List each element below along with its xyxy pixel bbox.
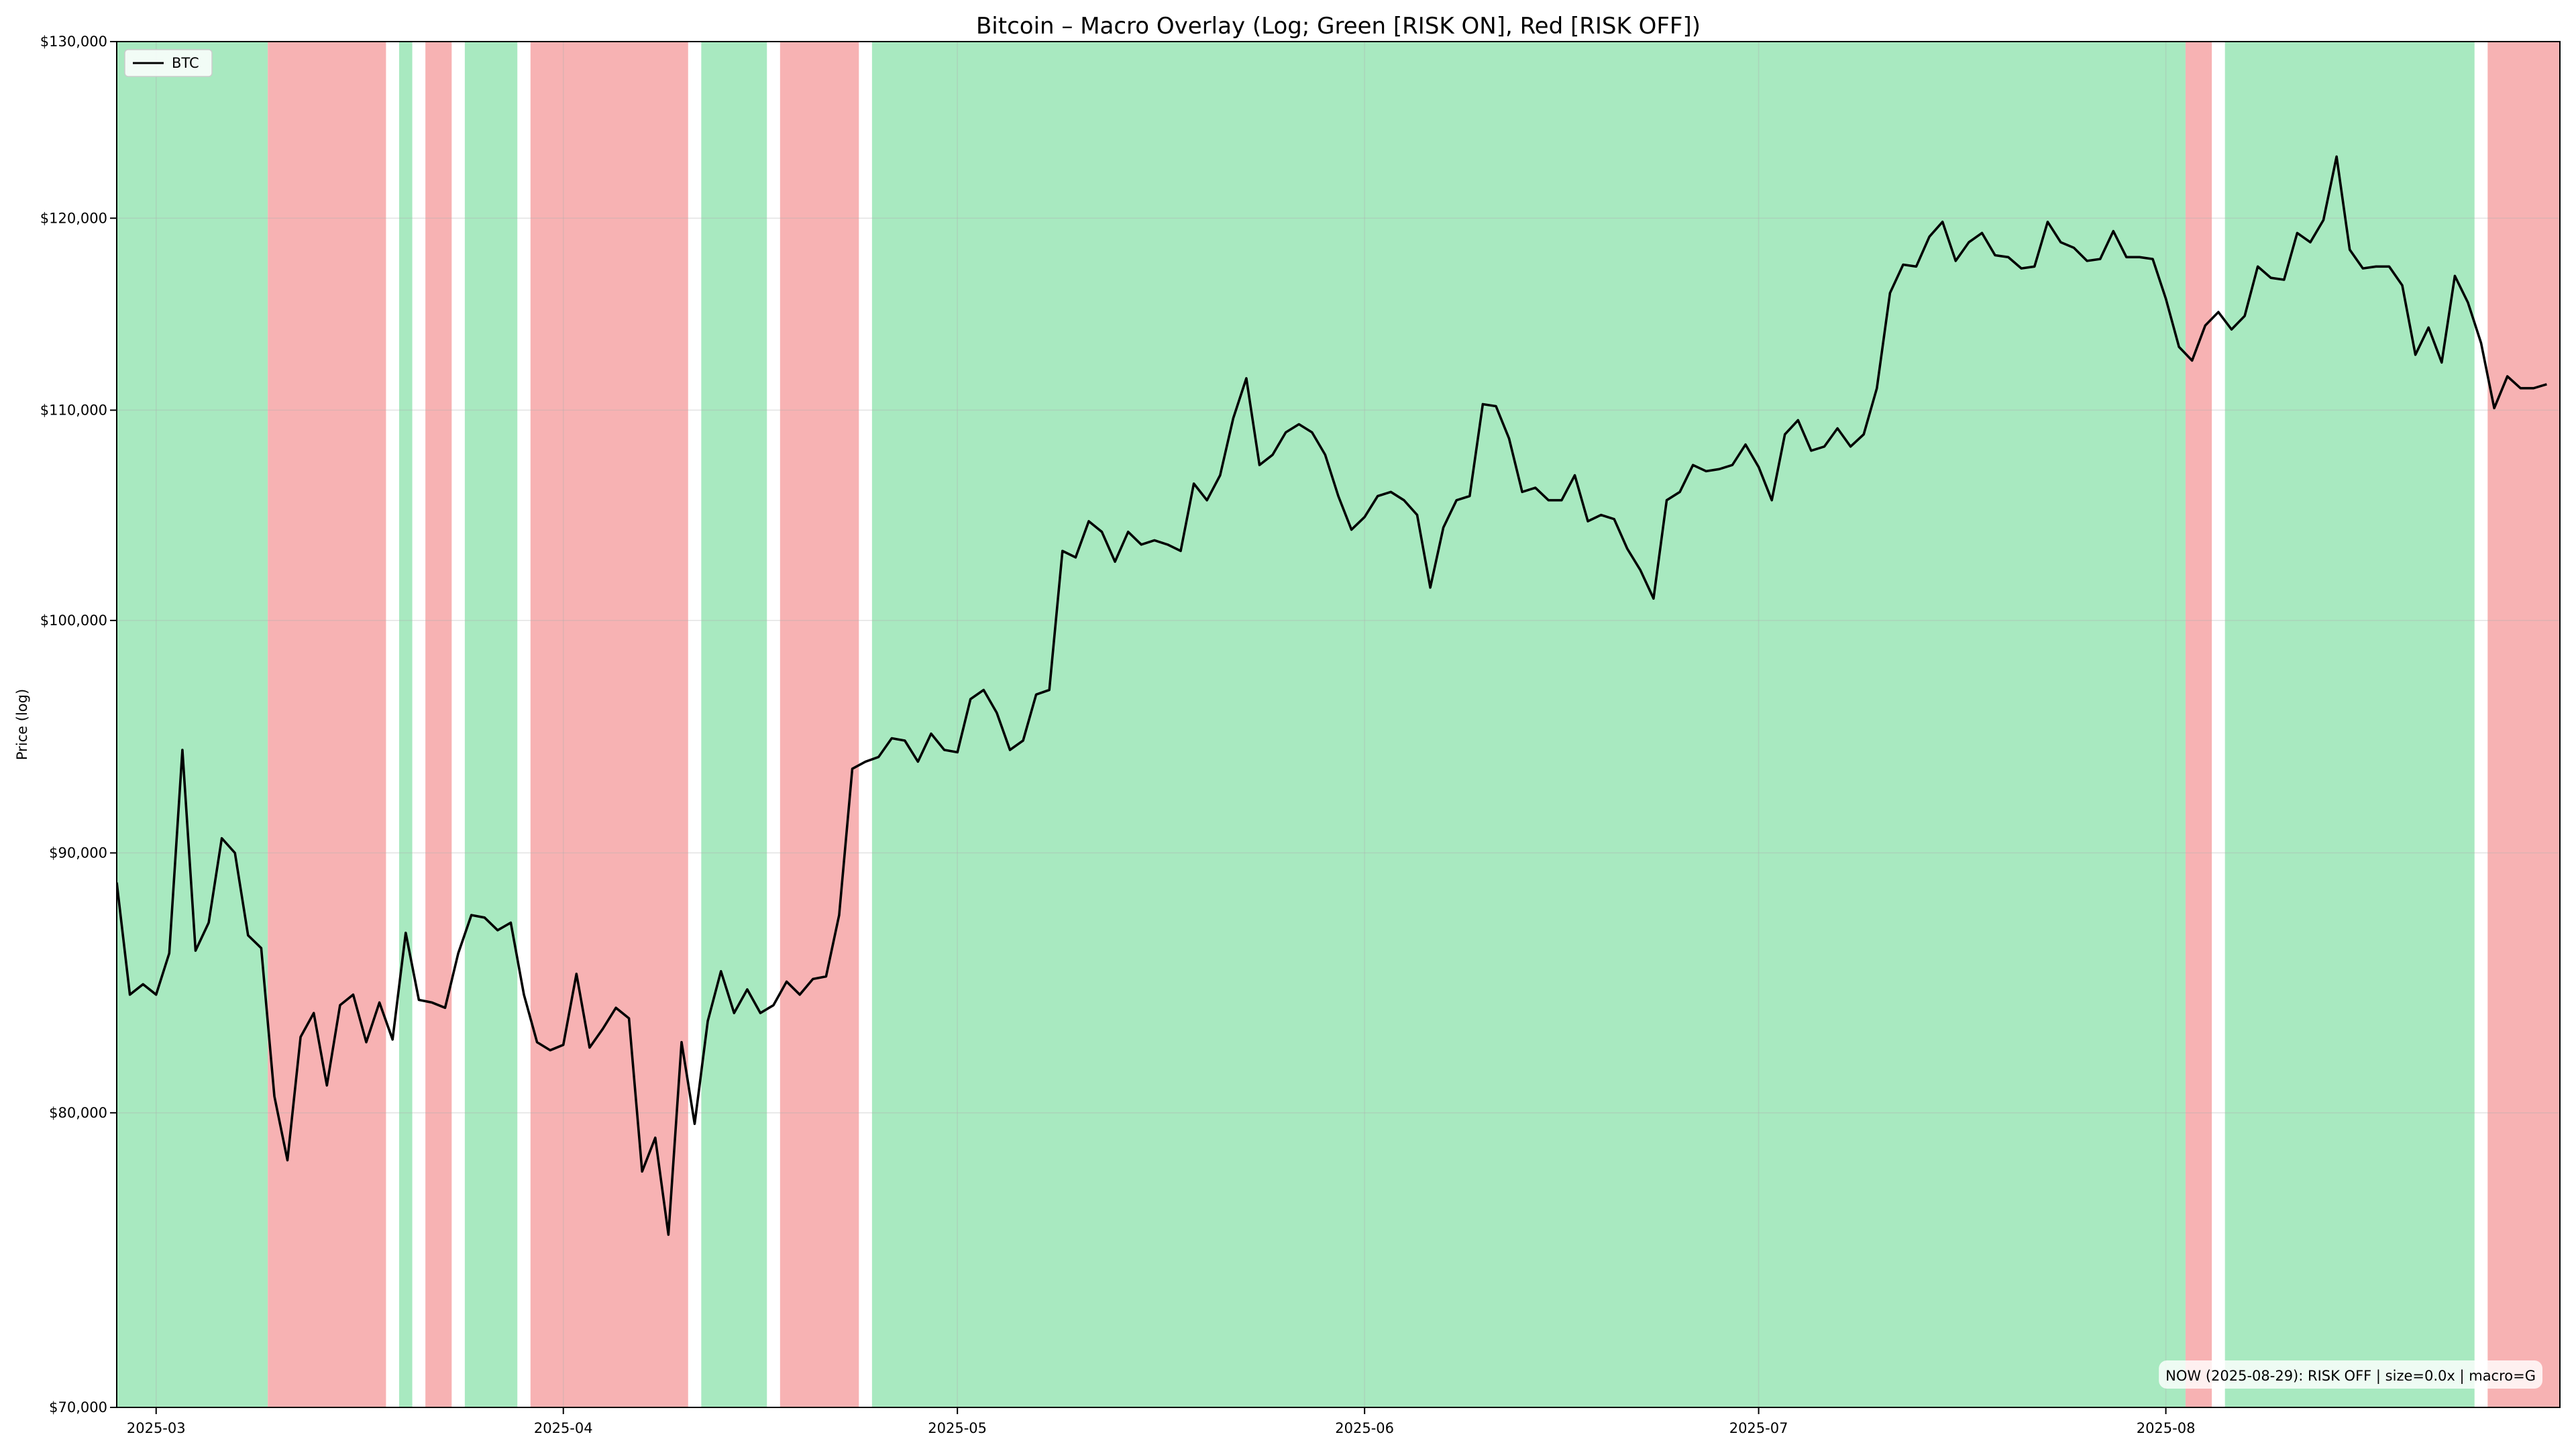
x-tick-label-5: 2025-08 xyxy=(2137,1420,2196,1436)
regime-band-risk-off-11 xyxy=(2487,42,2560,1407)
y-axis-ticks: $70,000 $80,000 $90,000 $100,000 $110,000 $12… xyxy=(40,34,117,1415)
legend-box xyxy=(124,49,213,77)
regime-band-risk-on-6 xyxy=(701,42,767,1407)
y-tick-label-3: $100,000 xyxy=(40,612,107,629)
regime-band-risk-on-10 xyxy=(2224,42,2475,1407)
y-tick-label-4: $110,000 xyxy=(40,402,107,418)
btc-series xyxy=(117,155,2547,1236)
y-tick-label-0: $70,000 xyxy=(49,1399,107,1415)
regime-bands xyxy=(117,42,2560,1407)
y-tick-label-5: $120,000 xyxy=(40,210,107,226)
regime-band-risk-on-2 xyxy=(398,42,413,1407)
status-annotation-box xyxy=(2159,1360,2542,1389)
legend: BTC xyxy=(124,49,213,77)
regime-band-risk-off-9 xyxy=(2185,42,2212,1407)
y-tick-label-6: $130,000 xyxy=(40,34,107,50)
status-annotation-text: NOW (2025-08-29): RISK OFF | size=0.0x |… xyxy=(2165,1368,2536,1385)
chart-title: Bitcoin – Macro Overlay (Log; Green [RIS… xyxy=(976,13,1701,40)
regime-band-risk-on-8 xyxy=(871,42,2186,1407)
regime-band-risk-on-0 xyxy=(117,42,268,1407)
x-tick-label-3: 2025-06 xyxy=(1335,1420,1394,1436)
y-tick-label-2: $90,000 xyxy=(49,845,107,861)
y-axis-title: Price (log) xyxy=(14,689,30,760)
regime-band-risk-off-3 xyxy=(425,42,452,1407)
legend-label-btc: BTC xyxy=(172,55,199,71)
x-tick-label-2: 2025-05 xyxy=(928,1420,987,1436)
x-axis-ticks: 2025-03 2025-04 2025-05 2025-06 2025-07 2025-… xyxy=(127,1407,2196,1436)
btc-price-line xyxy=(117,155,2547,1236)
plot-frame xyxy=(116,41,2561,1408)
x-tick-label-0: 2025-03 xyxy=(127,1420,186,1436)
regime-band-risk-off-1 xyxy=(268,42,386,1407)
y-tick-label-1: $80,000 xyxy=(49,1105,107,1121)
status-annotation: NOW (2025-08-29): RISK OFF | size=0.0x |… xyxy=(2159,1360,2542,1389)
regime-band-risk-off-7 xyxy=(780,42,859,1407)
x-tick-label-4: 2025-07 xyxy=(1729,1420,1788,1436)
x-tick-label-1: 2025-04 xyxy=(534,1420,593,1436)
regime-band-risk-on-4 xyxy=(464,42,518,1407)
